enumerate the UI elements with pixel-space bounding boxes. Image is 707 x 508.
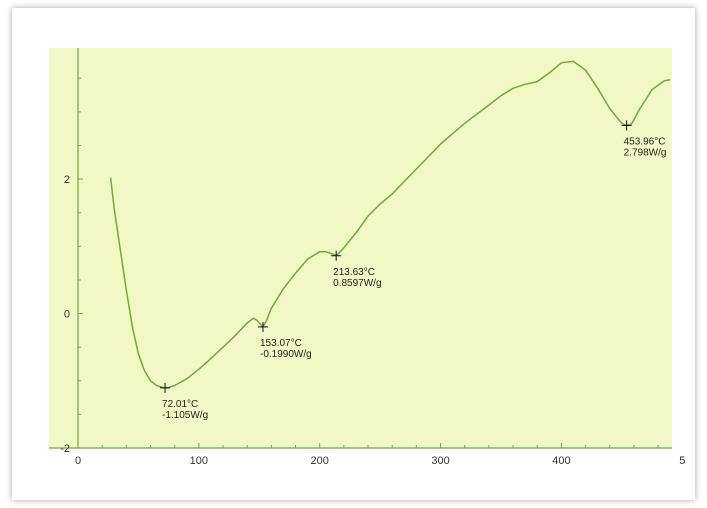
annotation-label: 72.01°C [162,399,198,410]
annotation-label: 0.8597W/g [333,278,381,289]
x-tick-label: 200 [311,455,329,467]
annotation-label: -1.105W/g [162,410,208,421]
y-tick-label: 0 [64,309,70,321]
x-tick-label: 400 [552,455,570,467]
peak-marker [621,120,632,131]
annotation-label: -0.1990W/g [260,349,312,360]
annotation-label: 153.07°C [260,338,302,349]
peak-marker [257,321,268,332]
axes [49,48,672,449]
annotation-label: 213.63°C [333,267,375,278]
x-tick-label: 100 [190,455,208,467]
ticks: 0 100 200 300 400 5 -2 0 2 [60,77,685,467]
x-tick-label: 0 [75,455,81,467]
peak-marker [331,250,342,261]
plot-area [49,48,672,448]
chart-frame: 0 100 200 300 400 5 -2 0 2 72.01°C -1.105W/g 153.0… [12,8,695,500]
x-tick-label: 5 [679,455,685,467]
annotation-label: 453.96°C [624,136,666,147]
y-tick-label: 2 [64,174,70,186]
annotation-label: 2.798W/g [624,147,667,158]
x-tick-label: 300 [431,455,449,467]
peak-marker [160,382,171,393]
annotations: 72.01°C-1.105W/g 153.07°C-0.1990W/g 213.63… [160,120,667,421]
y-tick-label: -2 [60,443,70,455]
dsc-chart: 0 100 200 300 400 5 -2 0 2 72.01°C-1.105W/g 153.0… [49,48,685,467]
